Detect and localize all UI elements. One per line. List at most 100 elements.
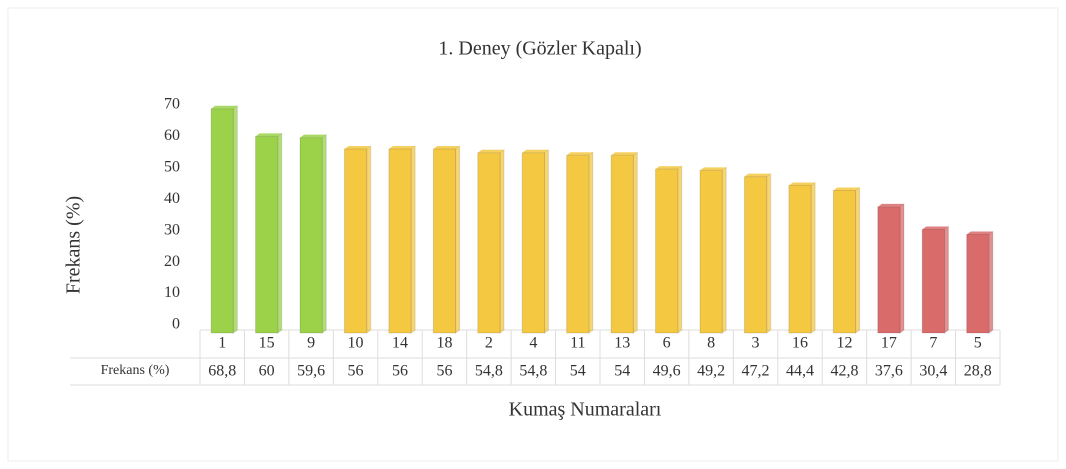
value-label: 54 [570,363,586,380]
value-label: 47,2 [742,363,770,380]
x-tick-label: 8 [707,335,715,352]
bar-top [388,146,416,149]
value-label: 56 [348,363,364,380]
bar-top [877,203,904,207]
bar-side [366,145,372,334]
x-tick-label: 9 [307,335,315,352]
bar-side [899,202,905,334]
y-tick-label: 70 [164,96,180,113]
bar-top [744,173,771,177]
y-axis-label: Frekans (%) [63,196,85,294]
x-tick-label: 6 [663,335,671,352]
bar-side [855,186,861,334]
value-label: 54,8 [519,363,547,380]
x-tick-label: 15 [259,335,275,352]
y-tick-label: 0 [172,316,180,333]
value-label: 30,4 [919,363,947,380]
bar-side [721,166,727,334]
bar-side [321,133,327,334]
bar [832,189,857,334]
bar-side [588,151,594,334]
x-tick-label: 14 [392,335,408,352]
bar-top [477,149,504,153]
bar-side [943,225,949,334]
x-tick-label: 11 [570,335,585,352]
bar-top [700,167,727,171]
bar [877,206,901,334]
x-tick-label: 7 [929,335,937,352]
bar-top [611,152,638,156]
y-tick-label: 10 [164,284,180,301]
bar [477,152,501,334]
chart-title: 1. Deney (Gözler Kapalı) [438,38,641,60]
x-tick-label: 13 [614,335,630,352]
bar-side [455,145,461,334]
bar-top [966,231,993,235]
bar-side [499,148,505,334]
bar-side [810,181,816,334]
bar-top [788,182,816,186]
bar [566,154,590,334]
x-axis-label: Kumaş Numaraları [509,399,662,421]
bar-top [522,149,549,153]
bar-side [410,145,416,334]
value-label: 44,4 [786,363,814,380]
bar [432,148,457,334]
y-tick-label: 60 [164,127,180,144]
bar [655,168,679,334]
value-label: 60 [259,363,275,380]
value-label: 54 [614,363,630,380]
value-label: 49,2 [697,363,725,380]
value-label: 59,6 [297,363,325,380]
bar-side [543,148,549,334]
value-label: 68,8 [208,363,236,380]
bar-side [277,132,283,334]
bar [788,184,812,334]
x-tick-label: 1 [218,335,226,352]
bar-side [677,165,683,334]
y-tick-label: 40 [164,190,180,207]
x-tick-label: 3 [752,335,760,352]
bar [921,228,945,334]
x-tick-label: 17 [881,335,897,352]
bar [343,148,368,334]
bar-top [655,166,682,170]
bar-top [211,105,238,109]
value-label: 54,8 [475,363,503,380]
bar-top [255,133,282,137]
value-label: 42,8 [830,363,858,380]
value-label: 37,6 [875,363,903,380]
y-tick-label: 30 [164,221,180,238]
bar-side [988,230,994,334]
bar-top [300,134,327,138]
table-row-label: Frekans (%) [101,363,170,378]
bar-side [632,151,638,334]
bar-side [232,104,238,334]
bar-top [344,146,371,149]
value-label: 56 [436,363,452,380]
bar [743,176,768,334]
y-tick-label: 50 [164,159,180,176]
value-label: 56 [392,363,408,380]
bar [299,137,323,334]
value-label: 49,6 [653,363,681,380]
bar [610,154,634,334]
bar-top [433,146,460,149]
bar [210,108,234,334]
x-tick-label: 12 [836,335,852,352]
bar [699,169,723,334]
x-tick-label: 16 [792,335,808,352]
bar-top [922,226,949,230]
bar-top [833,187,860,191]
x-tick-label: 10 [348,335,364,352]
bar-side [766,172,772,334]
x-tick-label: 18 [436,335,452,352]
bar [521,152,545,334]
x-tick-label: 4 [529,335,537,352]
y-tick-label: 20 [164,253,180,270]
x-tick-label: 5 [974,335,982,352]
chart-frame [7,7,1059,462]
bar [388,148,412,334]
bar [255,135,279,334]
